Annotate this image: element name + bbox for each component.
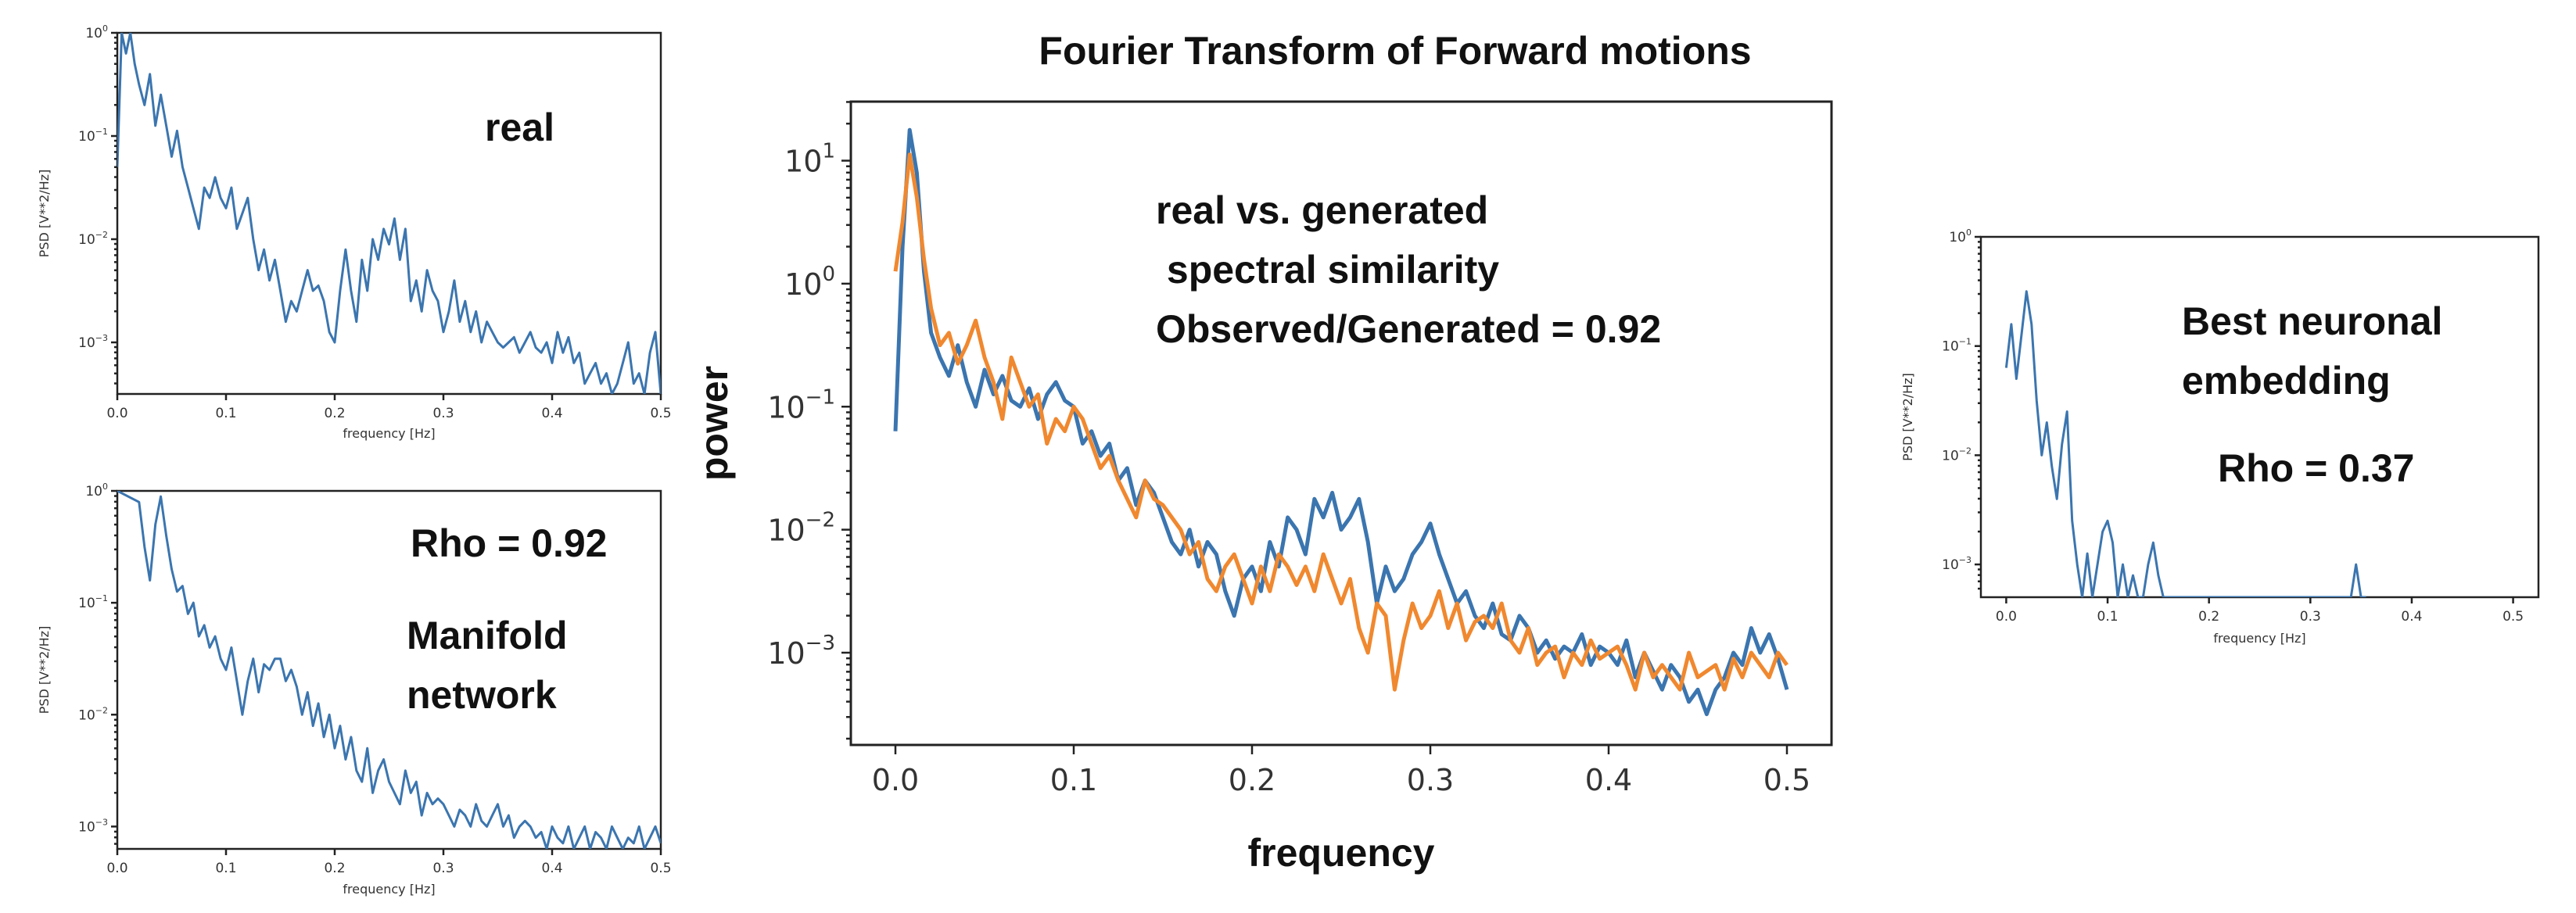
y-tick-label: 100 — [1949, 227, 1971, 245]
annotation-real: real — [485, 106, 554, 149]
x-tick-label: 0.2 — [324, 406, 345, 421]
y-tick-label: 10−2 — [78, 230, 108, 248]
x-tick-label: 0.5 — [1763, 763, 1810, 797]
annotation-embedding: embedding — [2182, 359, 2391, 403]
x-tick-label: 0.5 — [650, 406, 671, 421]
axes-frame — [116, 489, 662, 850]
x-tick-label: 0.5 — [2502, 609, 2524, 625]
x-tick-label: 0.3 — [1407, 763, 1454, 797]
y-tick-label: 10−1 — [78, 593, 108, 611]
y-tick-label: 10−1 — [1942, 337, 1971, 355]
x-tick-label: 0.2 — [2198, 609, 2219, 625]
x-tick-label: 0.1 — [1050, 763, 1097, 797]
x-tick-label: 0.3 — [2300, 609, 2321, 625]
annotation-observed-generated: Observed/Generated = 0.92 — [1156, 307, 1661, 351]
panel-neuronal: 0.0 0.1 0.2 0.3 0.4 0.5 100 10−1 10−2 10−3 frequen… — [1900, 227, 2540, 646]
x-tick-label: 0.1 — [2097, 609, 2119, 625]
x-tick-label: 0.4 — [2401, 609, 2422, 625]
x-tick-label: 0.0 — [106, 406, 127, 421]
x-tick-label: 0.5 — [650, 861, 671, 876]
y-tick-label: 10−1 — [78, 127, 108, 145]
y-tick-label: 10−3 — [1942, 555, 1971, 573]
y-tick-label: 101 — [784, 140, 835, 179]
plot-real-area: 0.0 0.1 0.2 0.3 0.4 0.5 100 10−1 10−2 10−3 frequen… — [37, 23, 672, 441]
x-axis-label: frequency — [1248, 831, 1435, 875]
panel-real: 0.0 0.1 0.2 0.3 0.4 0.5 100 10−1 10−2 10−3 frequen… — [37, 23, 672, 441]
series-line-1 — [893, 127, 1789, 717]
plot-neuronal-area: 0.0 0.1 0.2 0.3 0.4 0.5 100 10−1 10−2 10−3 frequen… — [1900, 227, 2540, 646]
x-tick-label: 0.2 — [1229, 763, 1275, 797]
series-line-1 — [117, 33, 661, 394]
y-tick-label: 100 — [85, 23, 108, 41]
x-axis-label: frequency [Hz] — [343, 882, 435, 897]
annotation-rho-neuronal: Rho = 0.37 — [2218, 446, 2415, 490]
x-tick-label: 0.4 — [541, 861, 562, 876]
y-tick-label: 10−2 — [767, 509, 835, 548]
annotation-real-vs-generated: real vs. generated — [1156, 188, 1488, 232]
x-tick-label: 0.1 — [215, 406, 236, 421]
y-tick-label: 100 — [85, 482, 108, 499]
x-tick-label: 0.2 — [324, 861, 345, 876]
y-tick-label: 10−2 — [1942, 446, 1971, 464]
y-axis-label: PSD [V**2/Hz] — [37, 170, 52, 258]
plot-fourier-area: 0.0 0.1 0.2 0.3 0.4 0.5 101 100 10−1 10−2 10−3 freq… — [692, 100, 1833, 875]
y-tick-label: 10−3 — [78, 817, 108, 835]
x-tick-label: 0.4 — [1585, 763, 1632, 797]
x-axis-label: frequency [Hz] — [2213, 631, 2305, 646]
annotation-spectral-similarity: spectral similarity — [1156, 248, 1499, 292]
series-line-2 — [893, 152, 1789, 692]
x-tick-label: 0.4 — [541, 406, 562, 421]
panel-manifold: 0.0 0.1 0.2 0.3 0.4 0.5 100 10−1 10−2 10−3 frequen… — [37, 482, 672, 897]
y-tick-label: 10−3 — [767, 632, 835, 671]
y-tick-label: 10−3 — [78, 333, 108, 351]
plot-manifold-area: 0.0 0.1 0.2 0.3 0.4 0.5 100 10−1 10−2 10−3 frequen… — [37, 482, 672, 897]
y-axis-label: power — [692, 366, 736, 481]
x-tick-label: 0.1 — [215, 861, 236, 876]
y-axis-label: PSD [V**2/Hz] — [37, 626, 52, 714]
annotation-network: network — [407, 673, 557, 717]
x-tick-label: 0.0 — [872, 763, 919, 797]
series-line-1 — [2004, 290, 2366, 597]
x-tick-label: 0.3 — [432, 406, 454, 421]
series-line-1 — [117, 491, 661, 849]
annotation-rho-manifold: Rho = 0.92 — [411, 521, 608, 565]
panel-fourier: Fourier Transform of Forward motions 0.0… — [692, 29, 1833, 875]
axes-frame — [1979, 235, 2540, 599]
y-axis-label: PSD [V**2/Hz] — [1900, 373, 1915, 461]
x-axis-label: frequency [Hz] — [343, 426, 435, 441]
chart-title: Fourier Transform of Forward motions — [1039, 29, 1751, 73]
y-tick-label: 10−1 — [767, 385, 835, 424]
axes-frame — [849, 100, 1833, 747]
x-tick-label: 0.0 — [106, 861, 127, 876]
x-tick-label: 0.0 — [1996, 609, 2017, 625]
axes-frame — [116, 31, 662, 396]
x-tick-label: 0.3 — [432, 861, 454, 876]
annotation-manifold: Manifold — [407, 614, 568, 657]
y-tick-label: 100 — [784, 263, 835, 302]
annotation-best-neuronal: Best neuronal — [2182, 299, 2442, 343]
y-tick-label: 10−2 — [78, 705, 108, 723]
